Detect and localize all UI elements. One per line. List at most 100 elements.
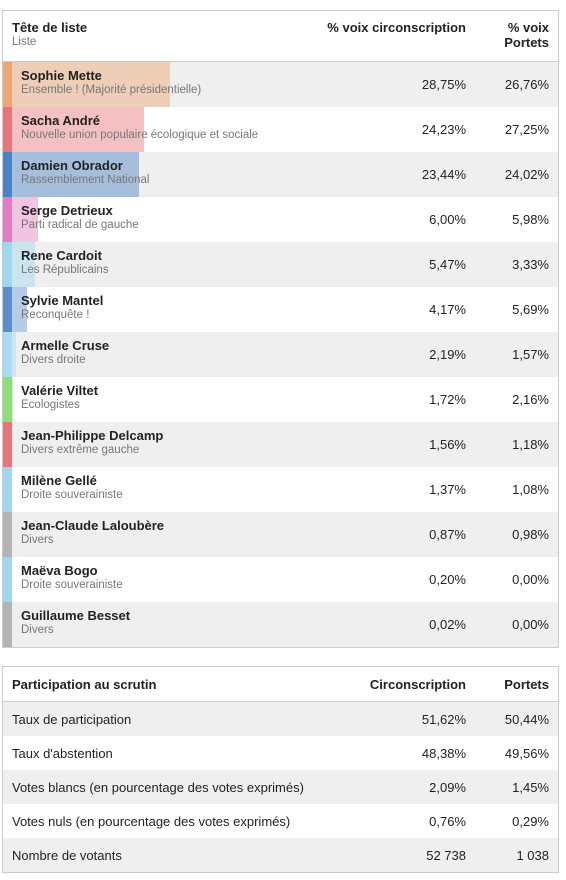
color-stripe [3, 602, 12, 647]
portets-value: 5,69% [512, 302, 549, 317]
header-col2: % voix Portets [504, 20, 549, 50]
row-label: Taux d'abstention [12, 746, 113, 761]
header-col1: Circonscription [369, 677, 466, 692]
participation-row: Votes blancs (en pourcentage des votes e… [3, 770, 558, 804]
header-label: Participation au scrutin [12, 677, 157, 692]
candidate-row: Milène Gellé Droite souverainiste 1,37% 1,0… [3, 467, 558, 512]
header-col2: Portets [504, 677, 549, 692]
portets-value: 3,33% [512, 257, 549, 272]
vote-bar [3, 152, 139, 197]
candidate-party: Ecologistes [21, 399, 80, 411]
candidate-party: Droite souverainiste [21, 579, 123, 591]
participation-header: Participation au scrutin Circonscription… [3, 667, 558, 702]
circ-value: 23,44% [421, 167, 466, 182]
candidate-party: Nouvelle union populaire écologique et s… [21, 129, 259, 141]
candidate-party: Parti radical de gauche [21, 219, 139, 231]
circ-value: 4,17% [429, 302, 466, 317]
candidate-party: Les Républicains [21, 264, 109, 276]
portets-value: 1,45% [512, 780, 549, 795]
circ-value: 0,76% [429, 814, 466, 829]
color-stripe [3, 422, 12, 467]
candidate-name: Guillaume Besset [21, 608, 131, 623]
candidate-name: Rene Cardoit [21, 248, 102, 263]
candidate-row: Serge Detrieux Parti radical de gauche 6,0… [3, 197, 558, 242]
participation-row: Taux de participation 51,62% 50,44% [3, 702, 558, 736]
portets-value: 27,25% [504, 122, 549, 137]
portets-value: 1 038 [516, 848, 549, 863]
candidate-name: Sophie Mette [21, 68, 102, 83]
candidate-name: Sylvie Mantel [21, 293, 104, 308]
circ-value: 0,87% [429, 527, 466, 542]
candidate-row: Damien Obrador Rassemblement National 23,4… [3, 152, 558, 197]
candidate-row: Rene Cardoit Les Républicains 5,47% 3,33% [3, 242, 558, 287]
color-stripe [3, 62, 12, 107]
participation-row: Taux d'abstention 48,38% 49,56% [3, 736, 558, 770]
results-header: Tête de liste Liste % voix circonscripti… [3, 11, 558, 62]
color-stripe [3, 332, 12, 377]
candidate-name: Jean-Philippe Delcamp [21, 428, 164, 443]
circ-value: 0,02% [429, 617, 466, 632]
color-stripe [3, 557, 12, 602]
participation-row: Nombre de votants 52 738 1 038 [3, 838, 558, 872]
color-stripe [3, 377, 12, 422]
circ-value: 0,20% [429, 572, 466, 587]
candidate-name: Jean-Claude Laloubère [21, 518, 165, 533]
header-col1: % voix circonscription [327, 20, 466, 35]
row-label: Taux de participation [12, 712, 132, 727]
circ-value: 2,19% [429, 347, 466, 362]
color-stripe [3, 242, 12, 287]
portets-value: 0,98% [512, 527, 549, 542]
vote-bar [3, 107, 144, 152]
results-table: Tête de liste Liste % voix circonscripti… [2, 10, 559, 648]
circ-value: 24,23% [421, 122, 466, 137]
candidate-row: Maëva Bogo Droite souverainiste 0,20% 0,00% [3, 557, 558, 602]
circ-value: 2,09% [429, 780, 466, 795]
candidate-row: Sophie Mette Ensemble ! (Majorité préside… [3, 62, 558, 107]
header-name: Tête de liste [12, 20, 88, 35]
candidate-party: Droite souverainiste [21, 489, 123, 501]
row-label: Nombre de votants [12, 848, 122, 863]
candidate-party: Divers extrême gauche [21, 444, 140, 456]
color-stripe [3, 512, 12, 557]
row-label: Votes blancs (en pourcentage des votes e… [12, 780, 304, 795]
participation-row: Votes nuls (en pourcentage des votes exp… [3, 804, 558, 838]
candidate-row: Valérie Viltet Ecologistes 1,72% 2,16% [3, 377, 558, 422]
circ-value: 5,47% [429, 257, 466, 272]
circ-value: 1,37% [429, 482, 466, 497]
portets-value: 5,98% [512, 212, 549, 227]
candidate-name: Armelle Cruse [21, 338, 110, 353]
portets-value: 26,76% [504, 77, 549, 92]
color-stripe [3, 107, 12, 152]
candidate-row: Guillaume Besset Divers 0,02% 0,00% [3, 602, 558, 647]
portets-value: 2,16% [512, 392, 549, 407]
portets-value: 49,56% [504, 746, 549, 761]
candidate-name: Milène Gellé [21, 473, 97, 488]
candidate-row: Armelle Cruse Divers droite 2,19% 1,57% [3, 332, 558, 377]
candidate-party: Divers [21, 624, 54, 636]
candidate-row: Sylvie Mantel Reconquête ! 4,17% 5,69% [3, 287, 558, 332]
candidate-name: Valérie Viltet [21, 383, 99, 398]
participation-table: Participation au scrutin Circonscription… [2, 666, 559, 873]
candidate-party: Divers droite [21, 354, 86, 366]
circ-value: 52 738 [426, 848, 466, 863]
portets-value: 1,18% [512, 437, 549, 452]
portets-value: 1,57% [512, 347, 549, 362]
candidate-row: Jean-Claude Laloubère Divers 0,87% 0,98% [3, 512, 558, 557]
circ-value: 48,38% [421, 746, 466, 761]
row-label: Votes nuls (en pourcentage des votes exp… [12, 814, 291, 829]
candidate-name: Sacha André [21, 113, 100, 128]
vote-bar [3, 62, 170, 107]
portets-value: 0,00% [512, 572, 549, 587]
candidate-row: Sacha André Nouvelle union populaire écol… [3, 107, 558, 152]
circ-value: 28,75% [421, 77, 466, 92]
candidate-row: Jean-Philippe Delcamp Divers extrême gauc… [3, 422, 558, 467]
header-sub: Liste [12, 36, 37, 48]
candidate-name: Serge Detrieux [21, 203, 113, 218]
circ-value: 1,56% [429, 437, 466, 452]
portets-value: 1,08% [512, 482, 549, 497]
color-stripe [3, 287, 12, 332]
portets-value: 0,29% [512, 814, 549, 829]
candidate-name: Damien Obrador [21, 158, 123, 173]
color-stripe [3, 467, 12, 512]
